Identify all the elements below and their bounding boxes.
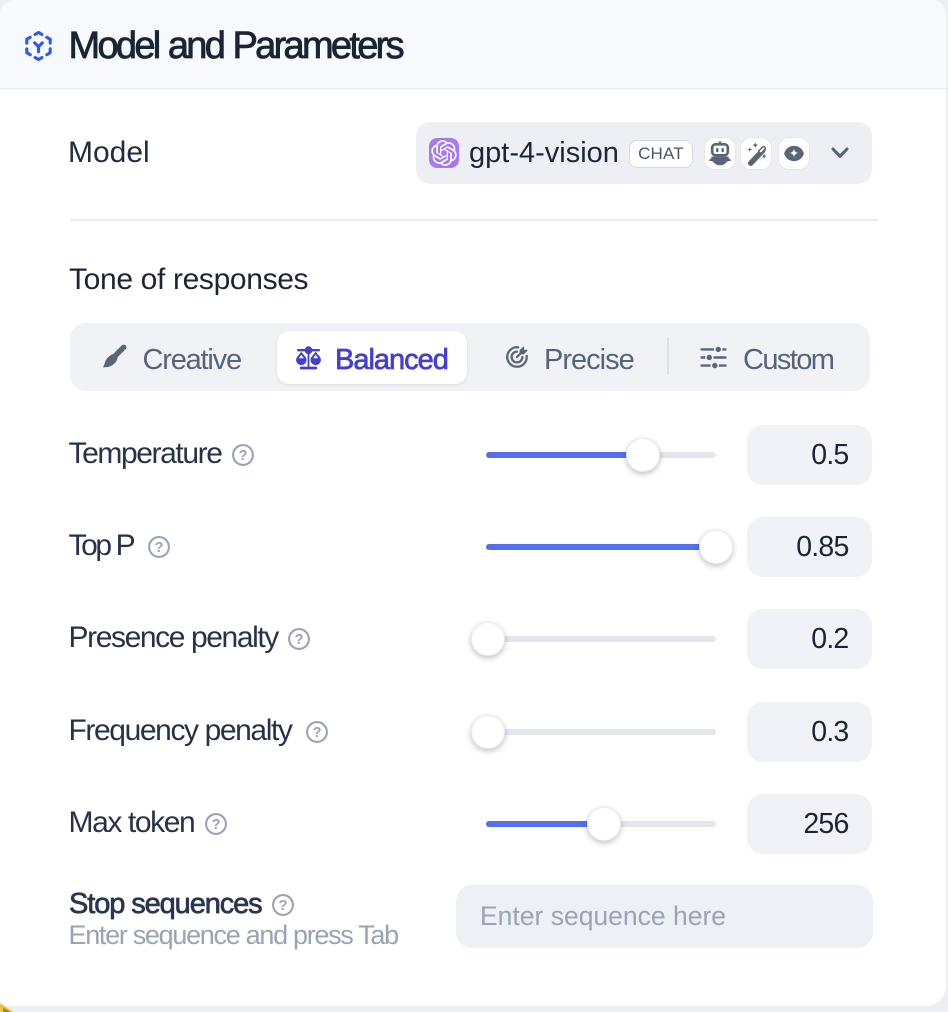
svg-text:?: ?: [279, 898, 288, 914]
svg-text:?: ?: [312, 725, 321, 741]
svg-text:?: ?: [155, 540, 164, 556]
svg-text:?: ?: [295, 632, 304, 648]
svg-text:?: ?: [239, 448, 248, 464]
svg-text:?: ?: [212, 817, 221, 833]
